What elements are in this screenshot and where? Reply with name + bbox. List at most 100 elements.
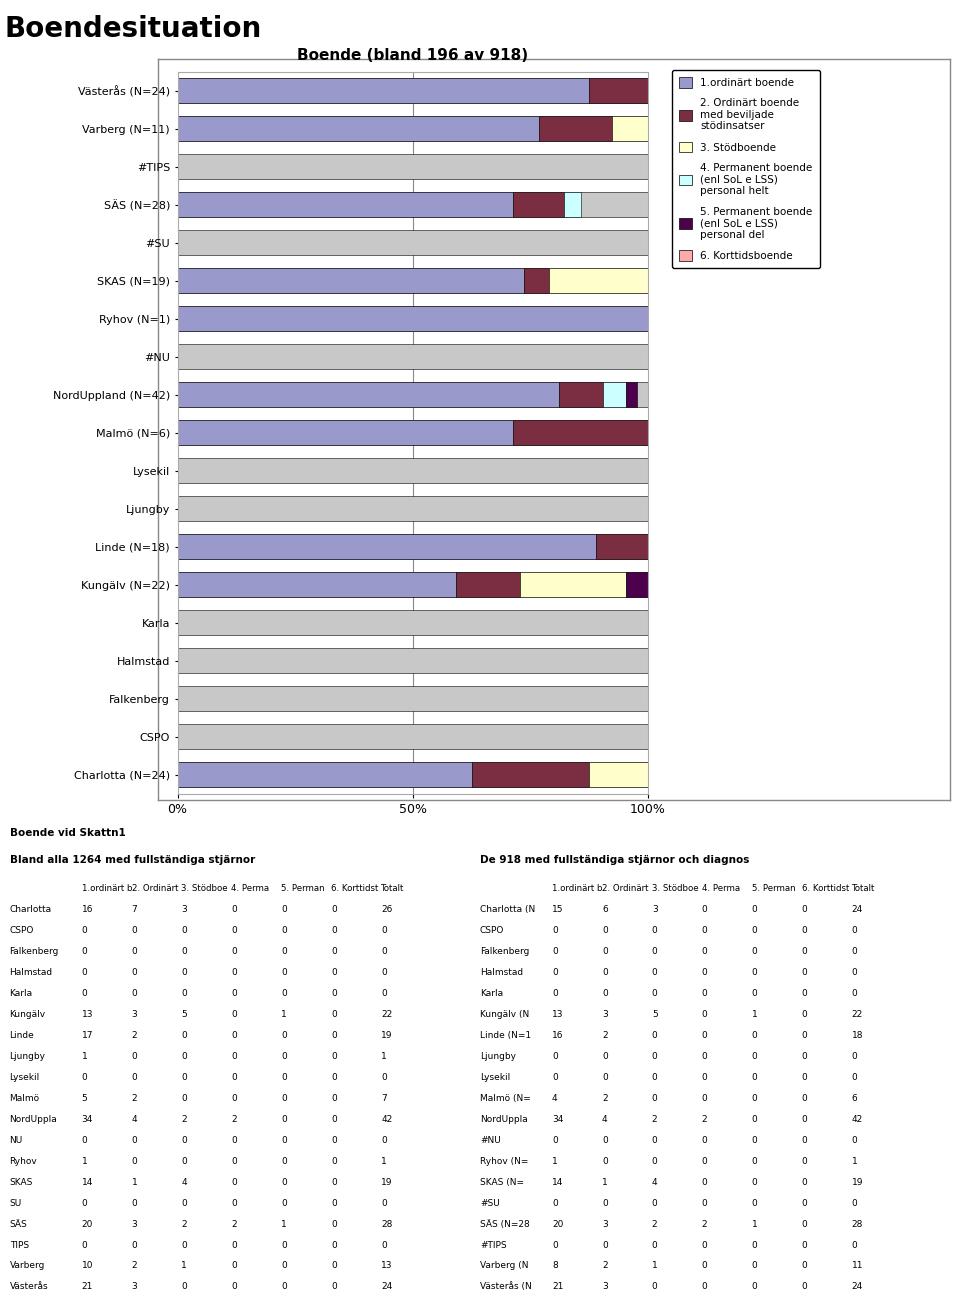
Text: 0: 0 <box>802 1177 807 1187</box>
Text: 3: 3 <box>132 1219 137 1228</box>
Text: 2: 2 <box>231 1219 237 1228</box>
Text: Boendesituation: Boendesituation <box>5 16 262 43</box>
Text: 0: 0 <box>802 1136 807 1145</box>
Text: 0: 0 <box>852 1198 857 1207</box>
Bar <box>178 306 648 330</box>
Text: 0: 0 <box>552 947 558 956</box>
Bar <box>178 306 648 330</box>
Text: 0: 0 <box>802 1198 807 1207</box>
Text: 6: 6 <box>602 905 608 913</box>
Text: 4: 4 <box>181 1177 187 1187</box>
Text: Lysekil: Lysekil <box>480 1072 511 1081</box>
Bar <box>178 78 648 103</box>
Text: 22: 22 <box>852 1010 863 1019</box>
Text: 0: 0 <box>702 1262 708 1271</box>
Text: 0: 0 <box>652 1157 658 1166</box>
Text: 4: 4 <box>602 1115 608 1124</box>
Bar <box>549 268 648 293</box>
Bar <box>178 155 648 180</box>
Text: 4. Perma: 4. Perma <box>231 883 270 892</box>
Text: 0: 0 <box>82 968 87 977</box>
Text: Malmö: Malmö <box>10 1094 39 1103</box>
Text: NU: NU <box>10 1136 23 1145</box>
Bar <box>519 572 626 597</box>
Bar <box>559 382 603 407</box>
Text: 0: 0 <box>802 1072 807 1081</box>
Text: 19: 19 <box>852 1177 863 1187</box>
Text: De 918 med fullständiga stjärnor och diagnos: De 918 med fullständiga stjärnor och dia… <box>480 855 750 865</box>
Text: 0: 0 <box>602 1072 608 1081</box>
Text: 0: 0 <box>231 1072 237 1081</box>
Text: 0: 0 <box>281 989 287 998</box>
Text: #SU: #SU <box>480 1198 500 1207</box>
Text: 0: 0 <box>231 989 237 998</box>
Text: 34: 34 <box>82 1115 93 1124</box>
Text: 0: 0 <box>132 1051 137 1060</box>
Text: 2: 2 <box>702 1219 708 1228</box>
Text: 0: 0 <box>181 1198 187 1207</box>
Text: 0: 0 <box>231 1051 237 1060</box>
Text: 2. Ordinärt: 2. Ordinärt <box>132 883 178 892</box>
Text: 0: 0 <box>652 1283 658 1292</box>
Text: 0: 0 <box>602 1136 608 1145</box>
Text: 0: 0 <box>231 1283 237 1292</box>
Text: 0: 0 <box>281 1072 287 1081</box>
Text: 18: 18 <box>852 1030 863 1039</box>
Text: 0: 0 <box>381 947 387 956</box>
Text: 0: 0 <box>702 1051 708 1060</box>
Text: 1: 1 <box>752 1010 757 1019</box>
Text: 0: 0 <box>802 1241 807 1249</box>
Text: 0: 0 <box>181 968 187 977</box>
Bar <box>178 648 648 673</box>
Text: 4: 4 <box>652 1177 658 1187</box>
Text: 0: 0 <box>552 1198 558 1207</box>
Text: 0: 0 <box>852 1051 857 1060</box>
Text: 2: 2 <box>602 1094 608 1103</box>
Text: Ljungby: Ljungby <box>480 1051 516 1060</box>
Text: 0: 0 <box>281 905 287 913</box>
Text: 0: 0 <box>132 989 137 998</box>
Text: 2: 2 <box>132 1030 137 1039</box>
Text: Charlotta: Charlotta <box>10 905 52 913</box>
Text: 0: 0 <box>281 1241 287 1249</box>
Text: 0: 0 <box>852 968 857 977</box>
Bar <box>589 762 648 787</box>
Text: 0: 0 <box>132 1072 137 1081</box>
Text: 0: 0 <box>331 1262 337 1271</box>
Text: 7: 7 <box>132 905 137 913</box>
Text: 0: 0 <box>652 989 658 998</box>
Text: 3: 3 <box>652 905 658 913</box>
Text: 0: 0 <box>281 1051 287 1060</box>
Text: 0: 0 <box>331 1219 337 1228</box>
Text: SÄS: SÄS <box>10 1219 27 1228</box>
Text: 0: 0 <box>652 926 658 935</box>
Text: SÄS (N=28: SÄS (N=28 <box>480 1219 530 1228</box>
Text: 4: 4 <box>552 1094 558 1103</box>
Text: 3: 3 <box>132 1283 137 1292</box>
Text: 6: 6 <box>852 1094 857 1103</box>
Text: 2: 2 <box>602 1030 608 1039</box>
Text: Malmö (N=: Malmö (N= <box>480 1094 531 1103</box>
Text: 0: 0 <box>331 926 337 935</box>
Text: 0: 0 <box>802 1030 807 1039</box>
Text: 0: 0 <box>702 968 708 977</box>
Text: 0: 0 <box>752 1072 757 1081</box>
Text: 10: 10 <box>82 1262 93 1271</box>
Text: 0: 0 <box>702 1010 708 1019</box>
Text: 0: 0 <box>331 1094 337 1103</box>
Bar <box>471 762 589 787</box>
Text: 2: 2 <box>231 1115 237 1124</box>
Text: 0: 0 <box>82 1136 87 1145</box>
Text: SU: SU <box>10 1198 22 1207</box>
Text: SKAS: SKAS <box>10 1177 33 1187</box>
Bar <box>564 193 581 217</box>
Text: 0: 0 <box>702 926 708 935</box>
Text: 1: 1 <box>132 1177 137 1187</box>
Text: 0: 0 <box>82 1198 87 1207</box>
Text: 8: 8 <box>552 1262 558 1271</box>
Text: 0: 0 <box>752 1283 757 1292</box>
Text: 0: 0 <box>652 1136 658 1145</box>
Text: 0: 0 <box>802 926 807 935</box>
Text: 0: 0 <box>802 947 807 956</box>
Text: 0: 0 <box>281 1094 287 1103</box>
